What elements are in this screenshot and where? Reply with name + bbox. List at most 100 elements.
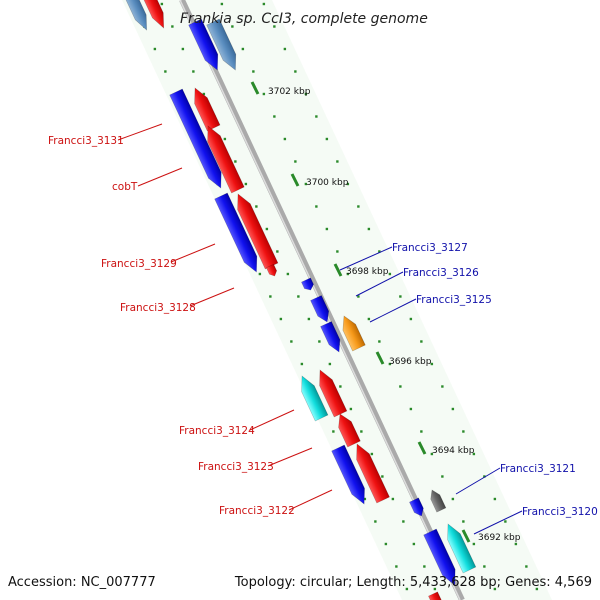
tick-dot [262, 2, 266, 6]
gene-label-francci3-3127[interactable]: Francci3_3127 [392, 242, 468, 254]
gene-block-francci3-3126b[interactable] [320, 321, 345, 354]
tick-dot [231, 25, 234, 28]
tick-dot [367, 227, 371, 231]
tick-dot [315, 205, 318, 208]
tick-dot [525, 565, 528, 568]
tick-dot [370, 452, 374, 456]
tick-dot [300, 362, 304, 366]
gene-block-gray[interactable] [427, 488, 447, 513]
tick-dot [412, 542, 416, 546]
tick-dot [223, 137, 227, 141]
tick-dot [399, 295, 402, 298]
gene-block-francci3-3131-a[interactable] [169, 88, 227, 191]
gene-label-francci3-3128[interactable]: Francci3_3128 [120, 302, 196, 314]
gene-block-small-red[interactable] [265, 263, 278, 277]
gene-block-francci3-3123b[interactable] [331, 444, 371, 507]
scale-label-3694: 3694 kbp [432, 446, 475, 456]
tick-dot [357, 295, 360, 298]
leader-francci3-3120 [473, 510, 523, 535]
gene-label-francci3-3122[interactable]: Francci3_3122 [219, 505, 295, 517]
tick-dot [514, 542, 518, 546]
gene-label-francci3-3124[interactable]: Francci3_3124 [179, 425, 255, 437]
gene-label-francci3-3126[interactable]: Francci3_3126 [403, 267, 479, 279]
tick-dot [349, 407, 353, 411]
tick-dot [336, 250, 339, 253]
tick-dot [328, 362, 332, 366]
gene-block-francci3-3124b[interactable] [314, 367, 348, 418]
gene-label-francci3-3131[interactable]: Francci3_3131 [48, 135, 124, 147]
tick-dot [430, 362, 434, 366]
scale-label-3692: 3692 kbp [478, 533, 521, 543]
gene-block-francci3-3131-b[interactable] [189, 85, 221, 132]
tick-dot [339, 385, 342, 388]
scale-tick-mark [375, 351, 385, 365]
gene-block-francci3-3126[interactable] [310, 295, 333, 324]
genome-title: Frankia sp. CcI3, complete genome [180, 11, 428, 27]
gene-block-steel[interactable] [122, 0, 153, 33]
tick-dot [378, 340, 381, 343]
gene-block-francci3-3122[interactable] [351, 441, 390, 504]
gene-label-cobt[interactable]: cobT [112, 181, 138, 193]
gene-label-francci3-3129[interactable]: Francci3_3129 [101, 258, 177, 270]
gene-block-bottom-red[interactable] [428, 591, 445, 600]
tick-dot [462, 520, 465, 523]
tick-dot [462, 430, 465, 433]
tick-dot [325, 137, 329, 141]
tick-dot [307, 317, 311, 321]
tick-dot [160, 2, 164, 6]
tick-dot [273, 115, 276, 118]
tick-dot [297, 295, 300, 298]
tick-dot [430, 452, 434, 456]
tick-dot [378, 250, 381, 253]
gene-block-steel[interactable] [206, 18, 242, 73]
tick-dot [360, 430, 363, 433]
tick-dot [381, 475, 384, 478]
gene-block-francci3-3120b[interactable] [442, 521, 477, 574]
leader-cobt [137, 167, 183, 187]
gene-block-francci3-3124[interactable] [296, 373, 329, 422]
gene-block-cobt[interactable] [202, 123, 245, 194]
gene-block-francci3-3120[interactable] [423, 528, 461, 588]
tick-dot [433, 587, 437, 591]
leader-francci3-3127 [339, 246, 393, 271]
tick-dot [504, 520, 507, 523]
tick-dot [164, 70, 167, 73]
gene-label-francci3-3121[interactable]: Francci3_3121 [500, 463, 576, 475]
accession-text: Accession: NC_007777 [8, 575, 156, 590]
tick-dot [374, 520, 377, 523]
tick-dot [241, 47, 245, 51]
gene-block-francci3-3121[interactable] [409, 497, 426, 518]
tick-dot [304, 92, 308, 96]
tick-dot [244, 182, 248, 186]
gene-label-francci3-3120[interactable]: Francci3_3120 [522, 506, 598, 518]
scale-label-3700: 3700 kbp [306, 178, 349, 188]
tick-dot [283, 137, 287, 141]
gene-label-francci3-3123[interactable]: Francci3_3123 [198, 461, 274, 473]
tick-dot [472, 452, 476, 456]
tick-dot [283, 47, 287, 51]
gene-block-red[interactable] [140, 0, 170, 31]
tick-dot [258, 272, 262, 276]
tick-dot [315, 115, 318, 118]
leader-francci3-3121 [455, 467, 501, 495]
gene-block-francci3-3127[interactable] [301, 277, 315, 292]
gene-block-francci3-3123[interactable] [334, 411, 361, 448]
genome-summary-text: Topology: circular; Length: 5,433,628 bp… [234, 575, 592, 590]
tick-dot [388, 272, 392, 276]
tick-dot [294, 70, 297, 73]
gene-label-francci3-3125[interactable]: Francci3_3125 [416, 294, 492, 306]
gene-block-francci3-3129[interactable] [214, 192, 263, 275]
leader-francci3-3129 [170, 243, 216, 263]
leader-francci3-3122 [288, 489, 333, 511]
tick-dot [363, 497, 367, 501]
tick-dot [279, 317, 283, 321]
tick-dot-lines [132, 2, 539, 591]
tick-dot [318, 340, 321, 343]
gene-block-francci3-3125[interactable] [338, 313, 366, 352]
gene-block-blue[interactable] [188, 18, 224, 73]
tick-dot [357, 205, 360, 208]
leader-francci3-3125 [369, 298, 417, 323]
leader-francci3-3128 [189, 287, 235, 307]
tick-dot [202, 92, 206, 96]
